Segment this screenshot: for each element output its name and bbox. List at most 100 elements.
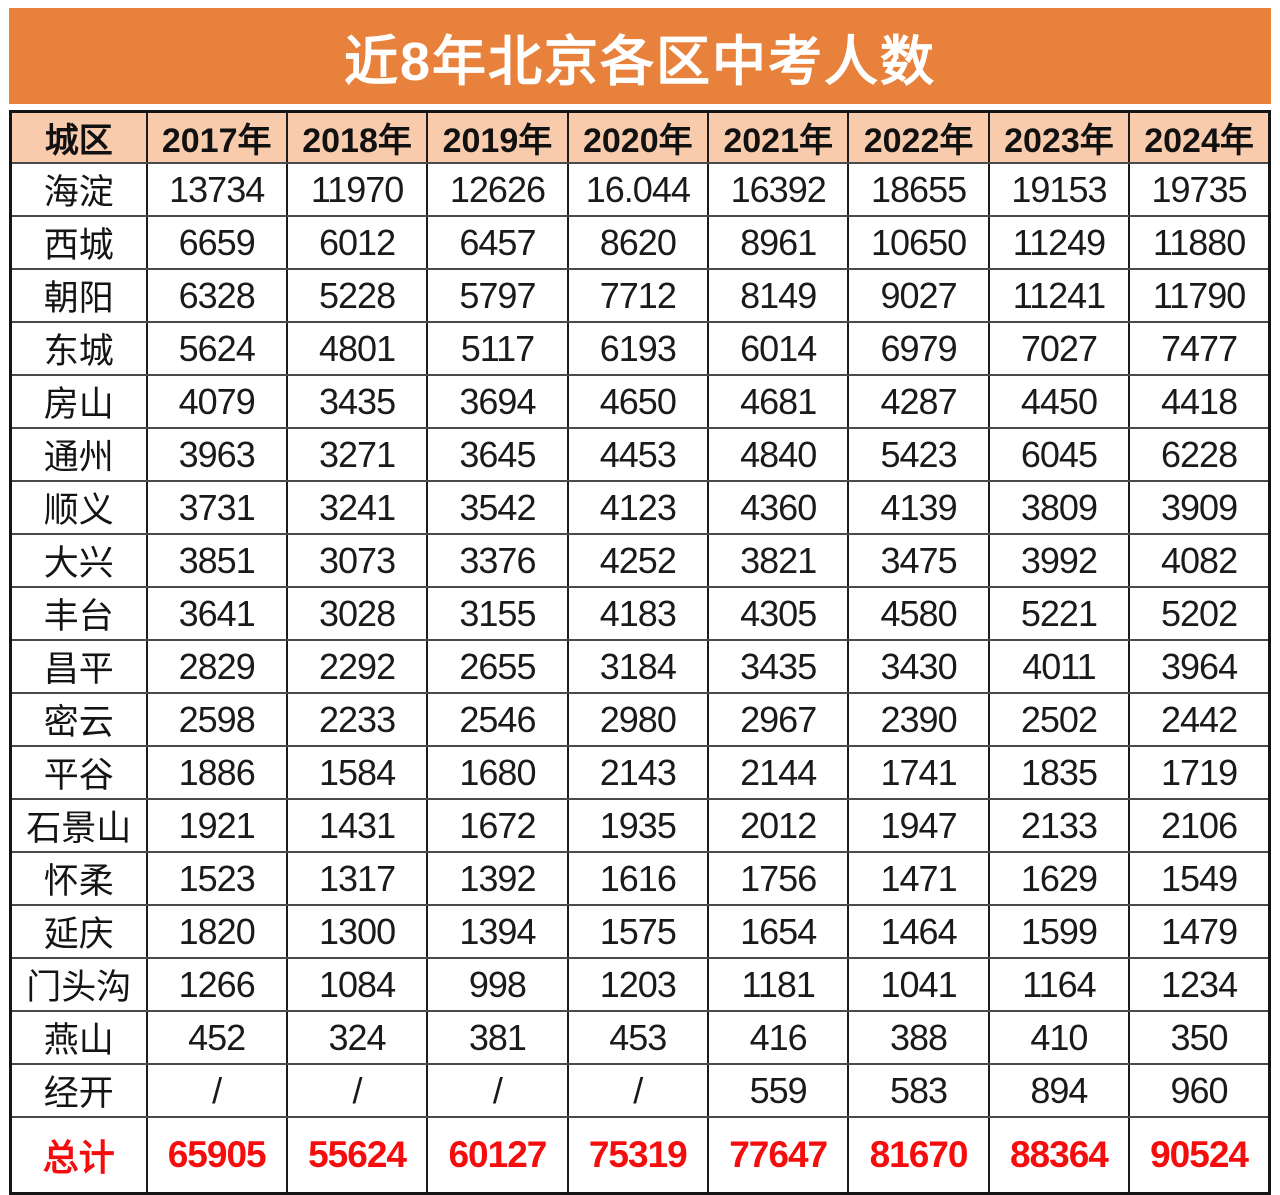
value-cell: / (145, 1063, 288, 1118)
value-cell: 4123 (566, 480, 710, 535)
value-cell: 19153 (987, 162, 1131, 217)
value-cell: 11249 (987, 215, 1131, 270)
table-row: 朝阳 6328 5228 5797 7712 8149 9027 11241 11790 (9, 268, 1271, 323)
header-cell-year: 2017年 (145, 110, 288, 164)
value-cell: 1629 (987, 851, 1131, 906)
value-cell: 1164 (987, 957, 1131, 1012)
value-cell: 1756 (706, 851, 850, 906)
header-cell-year: 2022年 (847, 110, 990, 164)
value-cell: 2144 (706, 745, 850, 800)
header-row: 城区 2017年 2018年 2019年 2020年 2021年 2022年 2023年 202… (9, 110, 1271, 164)
value-cell: 8620 (566, 215, 710, 270)
value-cell: 3271 (285, 427, 429, 482)
total-row: 总计 65905 55624 60127 75319 77647 81670 88364 905… (9, 1116, 1271, 1194)
district-cell: 通州 (9, 427, 148, 482)
value-cell: 8961 (706, 215, 850, 270)
value-cell: 4079 (145, 374, 288, 429)
value-cell: 7477 (1128, 321, 1271, 376)
header-cell-year: 2021年 (706, 110, 850, 164)
value-cell: 1431 (285, 798, 429, 853)
table-row: 通州 3963 3271 3645 4453 4840 5423 6045 6228 (9, 427, 1271, 482)
value-cell: 2233 (285, 692, 429, 747)
district-cell: 丰台 (9, 586, 148, 641)
value-cell: 2390 (847, 692, 990, 747)
value-cell: 6012 (285, 215, 429, 270)
value-cell: 4082 (1128, 533, 1271, 588)
value-cell: 2829 (145, 639, 288, 694)
header-cell-year: 2018年 (285, 110, 429, 164)
value-cell: 998 (426, 957, 569, 1012)
value-cell: 3821 (706, 533, 850, 588)
value-cell: 1680 (426, 745, 569, 800)
value-cell: 1616 (566, 851, 710, 906)
value-cell: 4580 (847, 586, 990, 641)
value-cell: 5797 (426, 268, 569, 323)
value-cell: / (285, 1063, 429, 1118)
header-cell-district: 城区 (9, 110, 148, 164)
district-cell: 经开 (9, 1063, 148, 1118)
value-cell: 12626 (426, 162, 569, 217)
value-cell: 4011 (987, 639, 1131, 694)
value-cell: 1234 (1128, 957, 1271, 1012)
value-cell: / (566, 1063, 710, 1118)
value-cell: 324 (285, 1010, 429, 1065)
value-cell: 388 (847, 1010, 990, 1065)
value-cell: 1464 (847, 904, 990, 959)
total-value-cell: 88364 (987, 1116, 1131, 1194)
value-cell: 3964 (1128, 639, 1271, 694)
value-cell: 1300 (285, 904, 429, 959)
value-cell: 1575 (566, 904, 710, 959)
district-cell: 延庆 (9, 904, 148, 959)
district-cell: 顺义 (9, 480, 148, 535)
value-cell: 6228 (1128, 427, 1271, 482)
value-cell: 3184 (566, 639, 710, 694)
value-cell: 894 (987, 1063, 1131, 1118)
value-cell: 5117 (426, 321, 569, 376)
value-cell: 1041 (847, 957, 990, 1012)
table-row: 丰台 3641 3028 3155 4183 4305 4580 5221 5202 (9, 586, 1271, 641)
value-cell: 6045 (987, 427, 1131, 482)
value-cell: 11880 (1128, 215, 1271, 270)
value-cell: 452 (145, 1010, 288, 1065)
table-row: 平谷 1886 1584 1680 2143 2144 1741 1835 1719 (9, 745, 1271, 800)
value-cell: 3241 (285, 480, 429, 535)
value-cell: 6659 (145, 215, 288, 270)
value-cell: 1317 (285, 851, 429, 906)
value-cell: 4453 (566, 427, 710, 482)
page-title: 近8年北京各区中考人数 (343, 31, 937, 92)
value-cell: 3376 (426, 533, 569, 588)
table-title-banner: 近8年北京各区中考人数 (9, 8, 1271, 104)
value-cell: 3475 (847, 533, 990, 588)
value-cell: 416 (706, 1010, 850, 1065)
value-cell: 1886 (145, 745, 288, 800)
value-cell: 2546 (426, 692, 569, 747)
value-cell: 2292 (285, 639, 429, 694)
district-cell: 海淀 (9, 162, 148, 217)
header-cell-year: 2024年 (1128, 110, 1271, 164)
total-label: 总计 (9, 1116, 148, 1194)
value-cell: 5423 (847, 427, 990, 482)
value-cell: 16.044 (566, 162, 710, 217)
value-cell: 13734 (145, 162, 288, 217)
value-cell: 4801 (285, 321, 429, 376)
value-cell: 2967 (706, 692, 850, 747)
value-cell: 2143 (566, 745, 710, 800)
value-cell: 2442 (1128, 692, 1271, 747)
total-value-cell: 77647 (706, 1116, 850, 1194)
value-cell: 5202 (1128, 586, 1271, 641)
value-cell: 1479 (1128, 904, 1271, 959)
district-cell: 昌平 (9, 639, 148, 694)
value-cell: 4252 (566, 533, 710, 588)
value-cell: 6979 (847, 321, 990, 376)
value-cell: 410 (987, 1010, 1131, 1065)
value-cell: 3963 (145, 427, 288, 482)
value-cell: 3435 (706, 639, 850, 694)
value-cell: 11790 (1128, 268, 1271, 323)
value-cell: 1203 (566, 957, 710, 1012)
district-cell: 西城 (9, 215, 148, 270)
value-cell: 1549 (1128, 851, 1271, 906)
value-cell: 1935 (566, 798, 710, 853)
value-cell: 10650 (847, 215, 990, 270)
value-cell: 3731 (145, 480, 288, 535)
value-cell: 2012 (706, 798, 850, 853)
